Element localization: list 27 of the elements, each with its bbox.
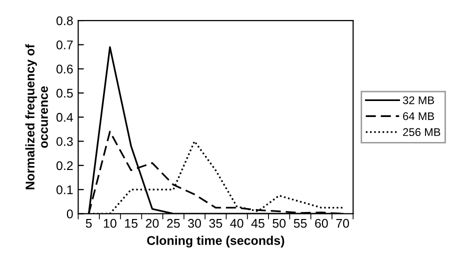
x-tick-label: 30 — [188, 218, 201, 228]
y-tick-label: 0 — [66, 210, 73, 218]
x-tick-label: 50 — [272, 218, 286, 228]
y-axis-title: Normalized frequency of occurence — [25, 44, 48, 190]
legend-label: 256 MB — [403, 128, 440, 136]
y-tick-label: 0.3 — [56, 137, 73, 146]
y-tick-label: 0.8 — [56, 16, 73, 26]
x-tick-label: 70 — [336, 218, 350, 228]
y-tick-label: 0.5 — [56, 88, 73, 98]
x-tick-label: 20 — [146, 218, 159, 228]
legend-label: 64 MB — [403, 112, 434, 120]
x-tick-label: 15 — [125, 219, 138, 228]
x-tick-label: 60 — [315, 218, 328, 228]
x-axis-title: Cloning time (seconds) — [147, 236, 284, 248]
x-tick-label: 10 — [104, 218, 116, 228]
x-tick-label: 55 — [294, 219, 307, 228]
x-tick-label: 25 — [167, 218, 180, 228]
y-tick-label: 0.1 — [56, 185, 73, 194]
y-tick-label: 0.2 — [56, 161, 73, 170]
y-tick-label: 0.6 — [56, 64, 73, 74]
x-tick-label: 5 — [86, 219, 92, 228]
y-tick-label: 0.4 — [56, 112, 73, 122]
x-tick-label: 35 — [209, 218, 222, 228]
x-tick-label: 45 — [251, 219, 264, 228]
y-tick-label: 0.7 — [56, 40, 73, 50]
x-tick-label: 40 — [230, 218, 244, 228]
legend-label: 32 MB — [402, 96, 434, 104]
